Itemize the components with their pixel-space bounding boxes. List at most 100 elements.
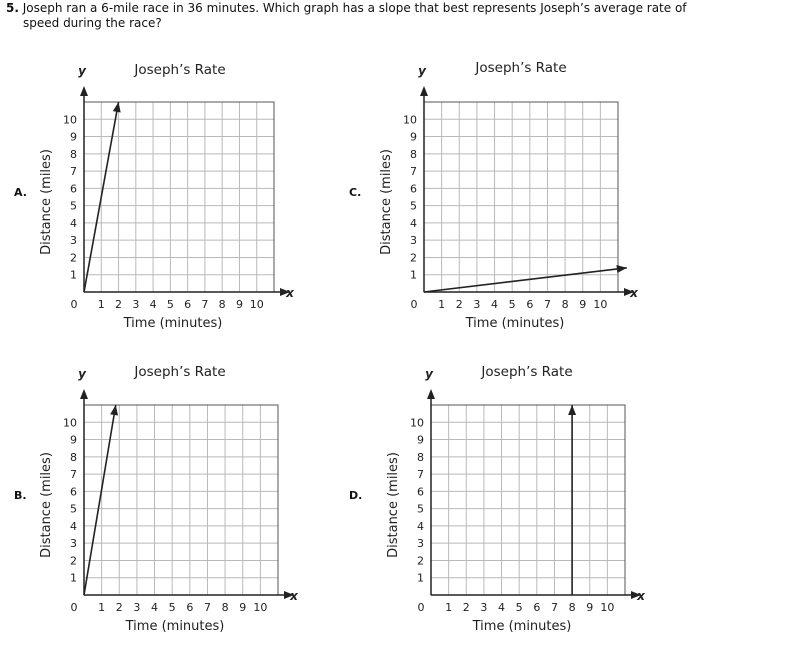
x-axis-arrow xyxy=(631,591,641,599)
x-tick-label: 8 xyxy=(562,298,569,311)
question-line-1: 5. Joseph ran a 6-mile race in 36 minute… xyxy=(6,1,776,16)
y-tick-label: 1 xyxy=(70,269,77,282)
series-line xyxy=(83,101,120,293)
y-tick-label: 4 xyxy=(70,217,77,230)
y-variable-label: y xyxy=(425,367,434,381)
y-tick-label: 9 xyxy=(410,131,417,144)
y-tick-label: 10 xyxy=(403,113,417,126)
y-tick-label: 1 xyxy=(70,572,77,585)
question-stem-line-1: Joseph ran a 6-mile race in 36 minutes. … xyxy=(22,1,687,15)
x-tick-label: 1 xyxy=(438,298,445,311)
chart-title: Joseph’s Rate xyxy=(480,364,572,380)
y-tick-label: 2 xyxy=(410,251,417,264)
y-variable-label: y xyxy=(418,64,427,78)
x-tick-label: 8 xyxy=(222,601,229,614)
y-tick-label: 9 xyxy=(70,434,77,447)
x-tick-label: 3 xyxy=(480,601,487,614)
origin-label: 0 xyxy=(418,601,425,614)
y-tick-label: 6 xyxy=(417,485,424,498)
y-variable-label: y xyxy=(78,367,87,381)
series-arrowhead xyxy=(616,265,627,273)
x-axis-arrow xyxy=(280,288,290,296)
chart-title: Joseph’s Rate xyxy=(474,60,566,76)
x-tick-label: 6 xyxy=(526,298,533,311)
x-tick-label: 3 xyxy=(133,601,140,614)
x-axis-title: Time (minutes) xyxy=(472,619,572,634)
x-tick-label: 10 xyxy=(593,298,607,311)
y-axis-arrow xyxy=(420,86,428,96)
x-tick-label: 10 xyxy=(600,601,614,614)
x-tick-label: 9 xyxy=(579,298,586,311)
y-axis-title: Distance (miles) xyxy=(379,149,394,255)
option-a-label[interactable]: A. xyxy=(14,186,27,199)
y-tick-label: 10 xyxy=(63,416,77,429)
x-axis-arrow xyxy=(624,288,634,296)
y-tick-label: 8 xyxy=(410,148,417,161)
y-tick-label: 10 xyxy=(410,416,424,429)
x-axis-title: Time (minutes) xyxy=(465,316,565,331)
plot-border xyxy=(430,404,626,596)
x-tick-label: 6 xyxy=(186,601,193,614)
x-tick-label: 7 xyxy=(204,601,211,614)
x-tick-label: 2 xyxy=(463,601,470,614)
x-tick-label: 10 xyxy=(253,601,267,614)
x-tick-label: 10 xyxy=(250,298,264,311)
x-tick-label: 4 xyxy=(151,601,158,614)
y-tick-label: 5 xyxy=(410,200,417,213)
y-axis-title: Distance (miles) xyxy=(386,452,401,558)
y-axis-arrow xyxy=(80,86,88,96)
y-tick-label: 6 xyxy=(70,485,77,498)
option-d-label[interactable]: D. xyxy=(349,489,363,502)
y-tick-label: 6 xyxy=(410,182,417,195)
y-tick-label: 9 xyxy=(70,131,77,144)
y-tick-label: 3 xyxy=(70,234,77,247)
y-tick-label: 7 xyxy=(70,468,77,481)
y-tick-label: 7 xyxy=(70,165,77,178)
y-tick-label: 8 xyxy=(70,451,77,464)
y-tick-label: 4 xyxy=(410,217,417,230)
y-tick-label: 2 xyxy=(70,251,77,264)
x-tick-label: 8 xyxy=(569,601,576,614)
x-tick-label: 5 xyxy=(509,298,516,311)
question-stem-line-2: speed during the race? xyxy=(23,16,162,30)
x-tick-label: 3 xyxy=(473,298,480,311)
y-tick-label: 5 xyxy=(417,503,424,516)
origin-label: 0 xyxy=(71,298,78,311)
origin-label: 0 xyxy=(71,601,78,614)
x-tick-label: 4 xyxy=(491,298,498,311)
x-tick-label: 1 xyxy=(98,298,105,311)
x-tick-label: 9 xyxy=(239,601,246,614)
x-tick-label: 5 xyxy=(167,298,174,311)
x-tick-label: 4 xyxy=(150,298,157,311)
x-tick-label: 5 xyxy=(169,601,176,614)
y-axis-title: Distance (miles) xyxy=(39,149,54,255)
series-arrowhead xyxy=(568,405,577,415)
option-c-label[interactable]: C. xyxy=(349,186,362,199)
x-axis-title: Time (minutes) xyxy=(123,316,223,331)
series-line xyxy=(423,267,627,293)
y-variable-label: y xyxy=(78,64,87,78)
series-arrowhead xyxy=(110,405,119,416)
x-tick-label: 9 xyxy=(586,601,593,614)
x-tick-label: 2 xyxy=(456,298,463,311)
x-tick-label: 6 xyxy=(533,601,540,614)
x-tick-label: 1 xyxy=(98,601,105,614)
y-tick-label: 10 xyxy=(63,113,77,126)
series-arrowhead xyxy=(112,102,121,113)
x-tick-label: 2 xyxy=(115,298,122,311)
option-b-label[interactable]: B. xyxy=(14,489,27,502)
y-axis-arrow xyxy=(427,389,435,399)
y-tick-label: 6 xyxy=(70,182,77,195)
x-tick-label: 5 xyxy=(516,601,523,614)
x-tick-label: 6 xyxy=(184,298,191,311)
origin-label: 0 xyxy=(411,298,418,311)
y-tick-label: 5 xyxy=(70,200,77,213)
y-tick-label: 2 xyxy=(417,554,424,567)
series-line xyxy=(83,404,117,596)
chart-title: Joseph’s Rate xyxy=(133,62,225,78)
question-text: 5. Joseph ran a 6-mile race in 36 minute… xyxy=(6,1,776,31)
